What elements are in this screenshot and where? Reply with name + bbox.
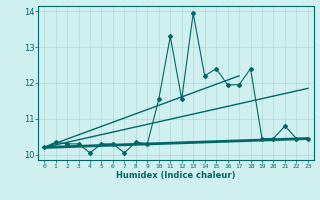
X-axis label: Humidex (Indice chaleur): Humidex (Indice chaleur) — [116, 171, 236, 180]
